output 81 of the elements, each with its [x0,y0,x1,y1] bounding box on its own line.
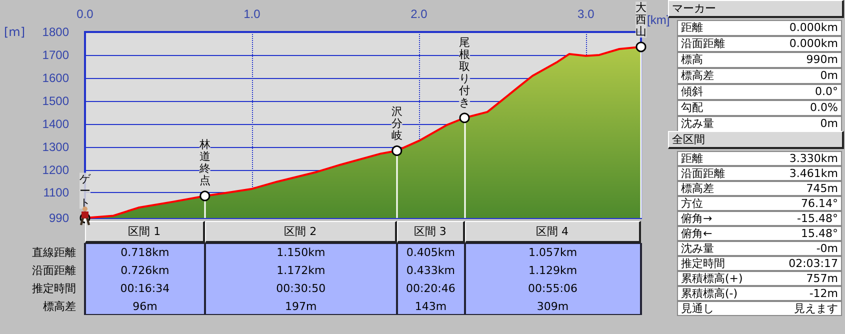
text: 0.405km [405,246,456,261]
y-tick-label: 990 [48,211,70,225]
text: 区間 1 [85,221,205,243]
y-tick-label: 1500 [42,94,70,108]
text: 3.330km [789,152,838,165]
text: 1.057km [527,246,578,261]
text: -15.48° [797,212,838,225]
text: 0.726km [120,264,170,279]
text: 0.433km [405,264,456,279]
text: 143m [414,300,448,315]
text: 沿面距離 [31,264,76,279]
text: 1.129km [527,264,578,279]
text: 見えます [794,302,838,315]
text: 757m [806,272,838,285]
text: 1.172km [276,264,326,279]
text: 76.14° [801,197,838,210]
text: 00:16:34 [119,282,171,297]
annotation: 沢分岐 [391,104,402,142]
text: -0m [816,242,838,255]
text: 区間 2 [204,221,397,243]
text: 方位 [681,197,703,210]
y-tick-label: 1100 [43,186,70,200]
text: 全区間 [668,131,844,149]
text: 0.0% [810,101,838,115]
text: 沿面距離 [681,37,725,50]
text: 見通し [681,302,714,315]
text: 00:20:46 [404,282,456,297]
text: 1.150km [276,246,326,261]
text: 990m [806,53,838,67]
text: 標高 [681,53,703,66]
text: 勾配 [681,101,703,114]
x-tick-label: 1.0 [244,7,261,21]
y-tick-label: 1200 [42,162,70,177]
text: 0m [820,117,838,131]
text: マーカー [668,0,844,18]
y-tick-label: 1700 [42,48,70,62]
x-tick-label: 0.0 [76,7,94,21]
x-tick-label: 3.0 [578,7,595,21]
text: 傾斜 [681,85,703,98]
text: 0m [820,69,838,83]
text: 直線距離 [31,246,76,261]
text: 推定時間 [681,257,725,270]
text: 標高差 [42,300,76,315]
text: 96m [132,300,158,315]
text: 00:55:06 [527,282,578,297]
text: 累積標高(+) [681,272,743,285]
text: 309m [536,300,570,315]
text: 沈み量 [681,117,714,130]
text: 沿面距離 [681,167,725,180]
text: 15.48° [801,227,838,240]
annotation: 林道終点 [198,138,210,188]
y-tick-label: 1300 [42,140,70,154]
text: 沈み量 [681,242,714,255]
text: 標高差 [681,182,714,195]
text: 累積標高(-) [681,287,738,300]
annotation: 尾根取り付き [459,36,470,110]
text: 区間 4 [464,221,641,243]
text: 00:30:50 [275,282,327,297]
text: 3.461km [789,167,838,180]
text: -12m [809,287,838,300]
x-tick-label: 2.0 [410,7,428,21]
annotation: 大西山 [636,1,646,38]
text: 0.718km [120,246,170,261]
x-axis-title: [km] [647,13,670,27]
text: 標高差 [681,69,714,82]
y-axis-title: [m] [4,25,26,39]
y-tick-label: 1400 [42,116,70,131]
text: 距離 [681,21,703,34]
text: 俯角→ [681,212,712,225]
text: 俯角← [681,227,712,240]
text: 197m [284,300,318,315]
text: 02:03:17 [788,257,838,270]
text: 0.000km [789,37,838,51]
text: 745m [806,182,838,195]
y-tick-label: 1800 [42,25,70,39]
text: 0.0° [815,85,838,99]
text: 距離 [681,152,703,165]
y-tick-label: 1600 [42,70,70,85]
text: 区間 3 [396,221,464,243]
text: 推定時間 [31,282,76,297]
text: 0.000km [789,21,838,35]
